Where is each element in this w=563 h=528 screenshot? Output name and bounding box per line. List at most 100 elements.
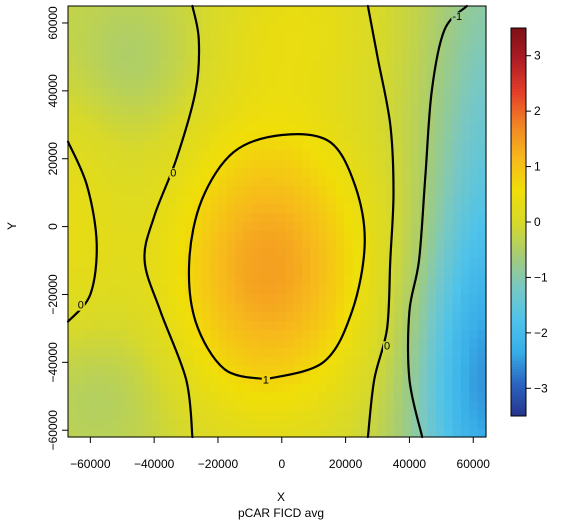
heatmap-cell <box>201 176 211 187</box>
colorbar-segment <box>511 77 526 82</box>
heatmap-cell <box>385 32 395 43</box>
heatmap-cell <box>84 338 94 348</box>
heatmap-cell <box>243 320 253 330</box>
heatmap-cell <box>318 167 328 178</box>
heatmap-cell <box>151 374 161 384</box>
heatmap-cell <box>385 68 395 79</box>
heatmap-cell <box>327 41 337 52</box>
heatmap-cell <box>159 275 169 285</box>
heatmap-cell <box>368 203 378 214</box>
colorbar-segment <box>511 116 526 120</box>
heatmap-cell <box>151 320 161 330</box>
heatmap-cell <box>185 140 194 151</box>
heatmap-cell <box>134 212 144 223</box>
heatmap-cell <box>218 6 228 16</box>
colorbar-segment <box>511 88 526 93</box>
heatmap-cell <box>277 149 286 160</box>
heatmap-cell <box>394 221 403 232</box>
heatmap-cell <box>368 230 378 241</box>
heatmap-cell <box>143 257 153 267</box>
heatmap-cell <box>360 392 370 402</box>
heatmap-cell <box>377 185 387 196</box>
heatmap-cell <box>243 32 253 43</box>
heatmap-cell <box>277 239 286 250</box>
colorbar-segment <box>511 125 526 129</box>
heatmap-cell <box>109 275 119 285</box>
heatmap-cell <box>84 95 94 106</box>
heatmap-cell <box>151 50 161 61</box>
heatmap-cell <box>460 149 470 160</box>
heatmap-cell <box>243 122 253 133</box>
heatmap-cell <box>168 356 178 366</box>
heatmap-cell <box>285 311 295 321</box>
heatmap-cell <box>352 95 362 106</box>
heatmap-cell <box>469 104 479 115</box>
heatmap-cell <box>118 203 128 214</box>
heatmap-cell <box>134 50 144 61</box>
heatmap-cell <box>185 95 194 106</box>
heatmap-cell <box>226 158 236 169</box>
heatmap-cell <box>159 401 169 411</box>
heatmap-cell <box>260 131 270 142</box>
heatmap-cell <box>68 122 77 133</box>
heatmap-cell <box>419 410 429 420</box>
heatmap-cell <box>327 356 337 366</box>
heatmap-cell <box>243 149 253 160</box>
heatmap-cell <box>419 329 429 339</box>
heatmap-cell <box>394 239 403 250</box>
heatmap-cell <box>293 122 303 133</box>
heatmap-cell <box>226 95 236 106</box>
heatmap-cell <box>444 158 454 169</box>
heatmap-cell <box>176 95 186 106</box>
heatmap-cell <box>352 275 362 285</box>
heatmap-cell <box>168 86 178 97</box>
heatmap-cell <box>469 77 479 88</box>
heatmap-cell <box>469 257 479 267</box>
heatmap-cell <box>268 176 278 187</box>
heatmap-cell <box>176 284 186 294</box>
heatmap-cell <box>176 68 186 79</box>
heatmap-cell <box>377 392 387 402</box>
heatmap-cell <box>310 266 320 276</box>
heatmap-cell <box>302 185 312 196</box>
heatmap-cell <box>477 41 487 52</box>
heatmap-cell <box>310 95 320 106</box>
heatmap-cell <box>126 257 136 267</box>
heatmap-cell <box>101 410 111 420</box>
heatmap-cell <box>210 77 220 88</box>
heatmap-cell <box>118 50 128 61</box>
heatmap-cell <box>477 212 487 223</box>
heatmap-cell <box>427 149 437 160</box>
heatmap-cell <box>168 113 178 124</box>
heatmap-cell <box>310 257 320 267</box>
heatmap-cell <box>159 167 169 178</box>
heatmap-cell <box>293 32 303 43</box>
heatmap-cell <box>185 203 194 214</box>
heatmap-cell <box>394 419 403 429</box>
heatmap-cell <box>302 149 312 160</box>
heatmap-cell <box>327 131 337 142</box>
contour-label: 0 <box>78 300 84 312</box>
heatmap-cell <box>293 140 303 151</box>
heatmap-cell <box>402 284 412 294</box>
heatmap-cell <box>385 23 395 34</box>
heatmap-cell <box>469 140 479 151</box>
heatmap-cell <box>460 392 470 402</box>
heatmap-cell <box>460 95 470 106</box>
heatmap-cell <box>477 95 487 106</box>
heatmap-cell <box>285 275 295 285</box>
heatmap-cell <box>268 185 278 196</box>
heatmap-cell <box>143 59 153 70</box>
heatmap-cell <box>444 275 454 285</box>
heatmap-cell <box>109 14 119 25</box>
heatmap-cell <box>435 131 445 142</box>
heatmap-cell <box>410 41 420 52</box>
heatmap-cell <box>360 176 370 187</box>
heatmap-cell <box>444 428 454 438</box>
heatmap-cell <box>84 320 94 330</box>
heatmap-cell <box>243 212 253 223</box>
x-tick-label: −20000 <box>198 457 239 471</box>
heatmap-cell <box>76 149 86 160</box>
heatmap-cell <box>385 392 395 402</box>
heatmap-cell <box>452 158 462 169</box>
